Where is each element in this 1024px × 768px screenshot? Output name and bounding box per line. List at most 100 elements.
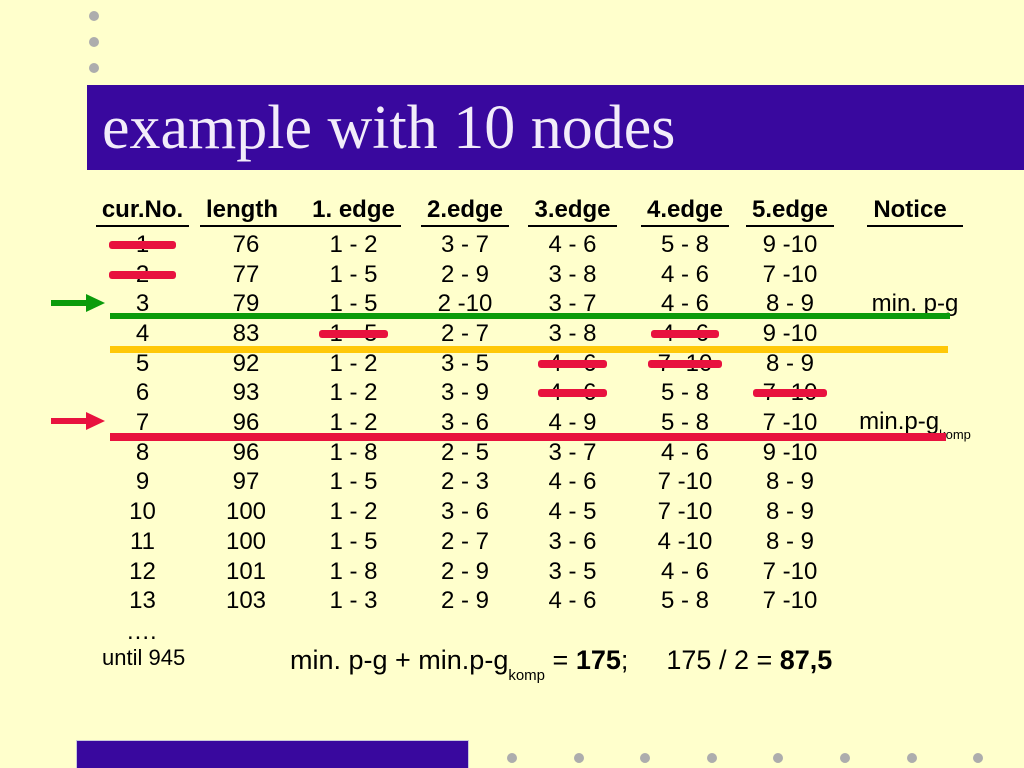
- cell-e4: 7 -10: [657, 349, 713, 377]
- top-dots: [89, 11, 99, 73]
- dot-icon: [773, 753, 784, 763]
- cell-notice: [840, 468, 990, 498]
- cell-e1: 1 - 2: [329, 379, 378, 407]
- cell-e5: 8 - 9: [765, 349, 815, 377]
- equation-rhs-result: 87,5: [779, 645, 833, 675]
- cell-e4: 4 - 6: [660, 557, 710, 585]
- cell-e4: 5 - 8: [660, 409, 710, 437]
- table-row: 12 101 1 - 8 2 - 9 3 - 5 4 - 6 7 -10: [85, 557, 990, 587]
- cell-e2: 2 - 5: [440, 438, 490, 466]
- table-row: 2 77 1 - 5 2 - 9 3 - 8 4 - 6 7 -10: [85, 260, 990, 290]
- cell-length: 103: [225, 587, 267, 615]
- cell-e5: 8 - 9: [765, 498, 815, 526]
- cell-e3: 4 - 6: [548, 379, 597, 407]
- equation-lhs: min. p-g + min.p-g: [290, 645, 509, 675]
- cell-e4: 4 -10: [657, 527, 713, 555]
- cell-notice: min.p-gkomp: [859, 408, 971, 442]
- cell-no: 4: [135, 319, 150, 347]
- cell-e1: 1 - 5: [329, 319, 378, 347]
- cell-e4: 4 - 6: [660, 319, 710, 347]
- cell-e1: 1 - 5: [329, 260, 378, 288]
- cell-no: 10: [129, 498, 156, 526]
- cell-no: 2: [135, 260, 150, 288]
- table-header-row: cur.No. length 1. edge 2.edge 3.edge 4.e…: [85, 196, 990, 230]
- edge-table-grid: cur.No. length 1. edge 2.edge 3.edge 4.e…: [85, 196, 990, 616]
- table-row: 1 76 1 - 2 3 - 7 4 - 6 5 - 8 9 -10: [85, 230, 990, 260]
- cell-e1: 1 - 5: [329, 468, 378, 496]
- equation: min. p-g + min.p-gkomp = 175; 175 / 2 = 8…: [290, 645, 833, 684]
- cell-e3: 4 - 9: [548, 409, 597, 437]
- cell-e5: 8 - 9: [765, 527, 815, 555]
- cell-length: 92: [232, 349, 260, 377]
- equation-equals: =: [545, 645, 576, 675]
- cell-no: 8: [135, 438, 150, 466]
- cell-e1: 1 - 5: [329, 527, 378, 555]
- dot-icon: [706, 753, 717, 763]
- cell-e5: 7 -10: [762, 260, 818, 288]
- cell-no: 12: [129, 557, 156, 585]
- cell-e3: 4 - 6: [548, 587, 597, 615]
- dot-icon: [973, 753, 984, 763]
- cell-e1: 1 - 2: [329, 230, 378, 258]
- cell-e3: 3 - 8: [548, 260, 597, 288]
- slide-title: example with 10 nodes: [102, 94, 676, 162]
- cell-length: 100: [225, 527, 267, 555]
- cell-e1: 1 - 8: [329, 557, 378, 585]
- dot-icon: [839, 753, 850, 763]
- cell-no: 3: [135, 290, 150, 318]
- table-row: 6 93 1 - 2 3 - 9 4 - 6 5 - 8 7 -10: [85, 378, 990, 408]
- cell-e5: 9 -10: [762, 230, 818, 258]
- table-row: 5 92 1 - 2 3 - 5 4 - 6 7 -10 8 - 9: [85, 349, 990, 379]
- green-line: [110, 313, 950, 319]
- cell-notice: [840, 319, 990, 349]
- cell-notice: [840, 438, 990, 468]
- cell-e5: 7 -10: [762, 409, 818, 437]
- equation-rhs: 175 / 2 =: [666, 645, 780, 675]
- bottom-bar: [76, 740, 469, 768]
- cell-no: 13: [129, 587, 156, 615]
- equation-result: 175: [575, 645, 621, 675]
- until-label: until 945: [102, 645, 186, 670]
- cell-e4: 4 - 6: [660, 290, 710, 318]
- cell-e2: 2 - 9: [440, 557, 490, 585]
- cell-no: 6: [135, 379, 150, 407]
- cell-e2: 2 -10: [437, 290, 493, 318]
- cell-e1: 1 - 2: [329, 349, 378, 377]
- cell-e3: 4 - 5: [548, 498, 597, 526]
- cell-notice: [840, 527, 990, 557]
- cell-notice: [840, 230, 990, 260]
- cell-e4: 4 - 6: [660, 260, 710, 288]
- equation-subscript: komp: [508, 667, 546, 685]
- red-line: [110, 433, 946, 441]
- table-row: 10 100 1 - 2 3 - 6 4 - 5 7 -10 8 - 9: [85, 497, 990, 527]
- cell-e2: 2 - 9: [440, 260, 490, 288]
- cell-length: 83: [232, 319, 260, 347]
- dot-icon: [89, 37, 99, 47]
- cell-e4: 7 -10: [657, 498, 713, 526]
- column-header-length: length: [200, 196, 308, 230]
- cell-no: 11: [130, 527, 155, 555]
- cell-e2: 2 - 9: [440, 587, 490, 615]
- dot-icon: [640, 753, 651, 763]
- cell-e5: 7 -10: [762, 557, 818, 585]
- cell-notice: [840, 349, 990, 379]
- cell-e1: 1 - 8: [329, 438, 378, 466]
- cell-length: 77: [232, 260, 260, 288]
- ellipsis-text: ....: [127, 618, 158, 645]
- cell-length: 76: [232, 230, 260, 258]
- cell-e3: 3 - 7: [548, 290, 597, 318]
- cell-e3: 3 - 6: [548, 527, 597, 555]
- column-header-curno: cur.No.: [85, 196, 200, 230]
- table-row: 4 83 1 - 5 2 - 7 3 - 8 4 - 6 9 -10: [85, 319, 990, 349]
- cell-notice: [840, 378, 990, 408]
- cell-e2: 3 - 6: [440, 409, 490, 437]
- cell-length: 100: [225, 498, 267, 526]
- cell-no: 1: [135, 230, 150, 258]
- bottom-dots: [507, 753, 984, 763]
- cell-e5: 9 -10: [762, 438, 818, 466]
- equation-separator: ;: [620, 645, 629, 675]
- cell-e4: 5 - 8: [660, 230, 710, 258]
- table-row: 3 79 1 - 5 2 -10 3 - 7 4 - 6 8 - 9 min. p-g: [85, 289, 990, 319]
